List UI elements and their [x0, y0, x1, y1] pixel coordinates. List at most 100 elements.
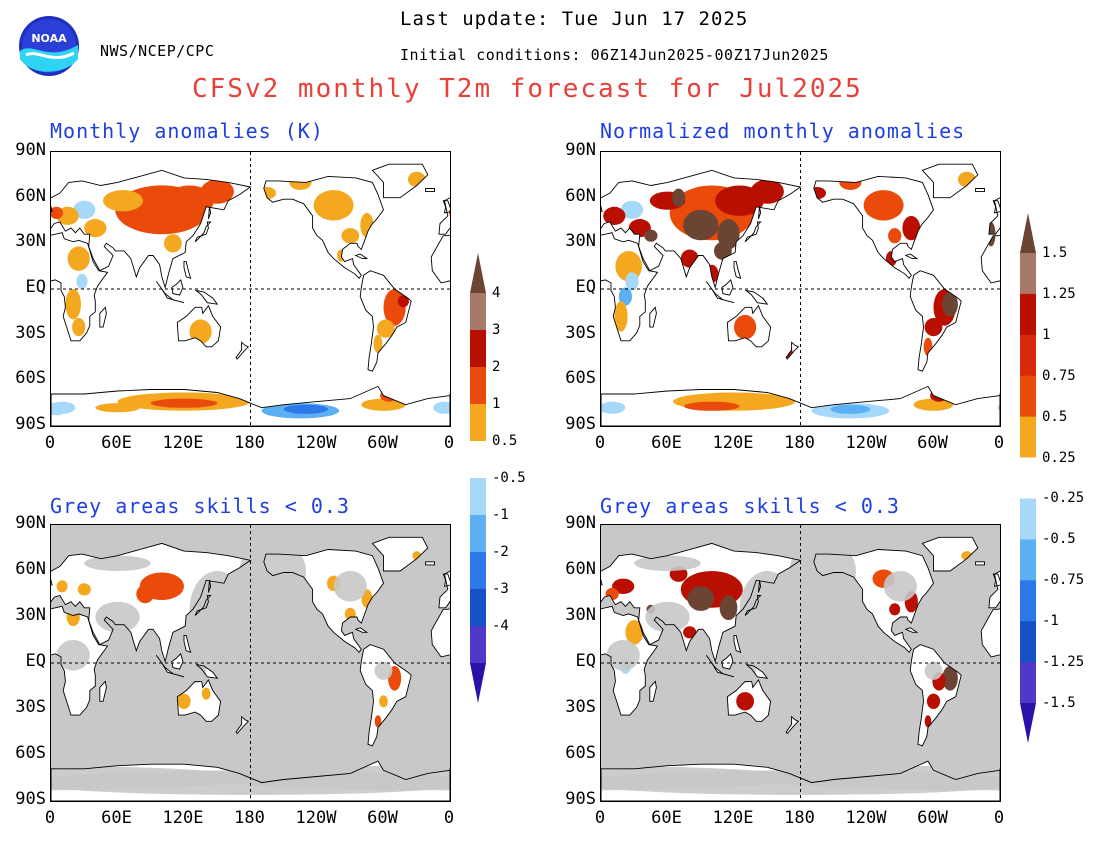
map-panel-normalized-anomalies [600, 151, 1001, 427]
lat-tick-label: 30N [15, 231, 46, 252]
colorbar-label: 2 [492, 359, 501, 375]
lat-tick-label: 60N [15, 559, 46, 579]
lon-tick-label: 0 [993, 808, 1005, 828]
colorbar-canvas [1020, 213, 1036, 743]
lon-tick-label: 180 [784, 433, 815, 453]
lon-tick-label: 60W [917, 808, 948, 828]
lat-tick-label: 60N [565, 185, 596, 206]
lat-tick-label: 30S [565, 697, 596, 717]
lon-tick-label: 60W [917, 433, 948, 453]
colorbar-label: -1.25 [1042, 654, 1085, 671]
colorbar-label: 1 [492, 396, 501, 412]
map-canvas [601, 525, 1000, 801]
lon-tick-label: 120W [295, 433, 337, 453]
lat-tick-label: 60N [565, 559, 596, 579]
lat-tick-label: 30S [15, 322, 46, 343]
colorbar-label: -1 [1042, 613, 1059, 630]
lon-tick-label: 60W [367, 808, 398, 828]
lon-tick-label: 60E [101, 433, 132, 453]
colorbar-label: -0.5 [492, 470, 526, 486]
colorbar-label: 0.5 [1042, 408, 1068, 425]
lon-tick-label: 180 [234, 808, 265, 828]
lat-tick-label: 90N [565, 140, 596, 160]
colorbar-label: 0.5 [492, 433, 518, 449]
panel-title-bl: Grey areas skills < 0.3 [50, 494, 350, 518]
lon-tick-label: 0 [993, 433, 1005, 453]
lon-tick-label: 0 [443, 808, 455, 828]
lat-tick-label: EQ [25, 651, 46, 671]
colorbar-label: 1.25 [1042, 285, 1076, 302]
lat-tick-label: 90S [565, 414, 596, 434]
lat-tick-label: 30N [15, 605, 46, 625]
lat-tick-label: EQ [25, 277, 46, 297]
lon-tick-label: 120E [162, 808, 204, 828]
noaa-logo: NOAA [18, 15, 80, 77]
colorbar-label: 0.75 [1042, 367, 1076, 384]
initial-conditions: Initial conditions: 06Z14Jun2025-00Z17Ju… [400, 46, 829, 64]
lat-tick-label: 60N [15, 185, 46, 206]
colorbar-label: -0.5 [1042, 531, 1076, 548]
last-update: Last update: Tue Jun 17 2025 [400, 8, 749, 30]
agency-label: NWS/NCEP/CPC [100, 42, 215, 60]
lon-tick-label: 120W [845, 433, 887, 453]
map-canvas [601, 152, 1000, 426]
lon-tick-label: 0 [594, 808, 606, 828]
lon-tick-label: 120E [712, 808, 754, 828]
colorbar-label: 3 [492, 322, 501, 338]
map-canvas [51, 525, 450, 801]
noaa-logo-icon: NOAA [19, 16, 79, 76]
panel-title-tr: Normalized monthly anomalies [600, 119, 966, 143]
lon-tick-label: 0 [443, 433, 455, 453]
lon-tick-label: 60E [101, 808, 132, 828]
lat-tick-label: 90N [15, 513, 46, 533]
lat-tick-label: EQ [575, 277, 596, 297]
colorbar-label: -0.75 [1042, 572, 1085, 589]
lon-tick-label: 120W [295, 808, 337, 828]
panel-title-br: Grey areas skills < 0.3 [600, 494, 900, 518]
colorbar-normalized: 1.5 1.25 1 0.75 0.5 0.25 -0.25 -0.5 -0.75 -1 -1.25… [1018, 213, 1098, 743]
lat-tick-label: 60S [565, 368, 596, 389]
lat-tick-label: 30S [15, 697, 46, 717]
lat-tick-label: 30N [565, 231, 596, 252]
colorbar-label: -0.25 [1042, 490, 1085, 507]
colorbar-label: 0.25 [1042, 449, 1076, 466]
map-canvas [51, 152, 450, 426]
lat-tick-label: 90S [15, 414, 46, 434]
page-title: CFSv2 monthly T2m forecast for Jul2025 [192, 74, 863, 104]
lat-tick-label: 90N [15, 140, 46, 160]
lat-tick-label: 90N [565, 513, 596, 533]
lat-tick-label: 60S [565, 743, 596, 763]
lon-tick-label: 0 [44, 433, 56, 453]
lat-tick-label: 30S [565, 322, 596, 343]
lon-tick-label: 180 [234, 433, 265, 453]
lat-tick-label: 60S [15, 743, 46, 763]
lat-tick-label: 90S [15, 789, 46, 809]
colorbar-label: 4 [492, 285, 501, 301]
colorbar-label: -4 [492, 618, 509, 634]
lon-tick-label: 120E [162, 433, 204, 453]
lon-tick-label: 60E [651, 433, 682, 453]
colorbar-label: -1 [492, 507, 509, 523]
noaa-logo-text: NOAA [31, 32, 67, 45]
lat-tick-label: EQ [575, 651, 596, 671]
panel-title-tl: Monthly anomalies (K) [50, 119, 324, 143]
colorbar-canvas [470, 253, 486, 703]
lon-tick-label: 120W [845, 808, 887, 828]
lat-tick-label: 90S [565, 789, 596, 809]
colorbar-label: -2 [492, 544, 509, 560]
colorbar-anomaly-k: 4 3 2 1 0.5 -0.5 -1 -2 -3 -4 [468, 253, 528, 703]
map-panel-skill-masked-normalized [600, 524, 1001, 802]
colorbar-label: 1.5 [1042, 245, 1068, 261]
lon-tick-label: 60W [367, 433, 398, 453]
lat-tick-label: 30N [565, 605, 596, 625]
lon-tick-label: 120E [712, 433, 754, 453]
lat-tick-label: 60S [15, 368, 46, 389]
map-panel-skill-masked-anomalies [50, 524, 451, 802]
lon-tick-label: 0 [44, 808, 56, 828]
colorbar-label: -1.5 [1042, 695, 1076, 711]
lon-tick-label: 0 [594, 433, 606, 453]
lon-tick-label: 60E [651, 808, 682, 828]
map-panel-monthly-anomalies [50, 151, 451, 427]
colorbar-label: -3 [492, 581, 509, 597]
lon-tick-label: 180 [784, 808, 815, 828]
